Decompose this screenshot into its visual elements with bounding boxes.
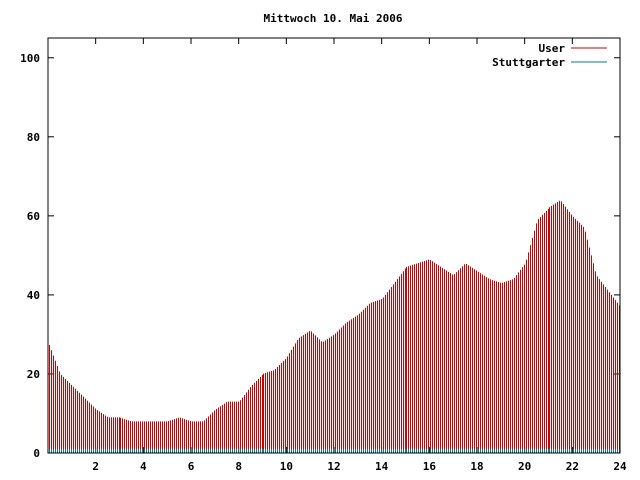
plot-frame [47, 37, 621, 454]
x-tick-label: 14 [375, 460, 389, 473]
x-tick-label: 4 [140, 460, 147, 473]
x-tick-label: 22 [566, 460, 579, 473]
y-axis-ticks: 0 20 40 60 80 100 [20, 52, 620, 460]
x-tick-label: 24 [613, 460, 627, 473]
y-tick-label: 60 [27, 210, 40, 223]
x-tick-label: 6 [188, 460, 195, 473]
y-tick-label: 40 [27, 289, 40, 302]
chart-title: Mittwoch 10. Mai 2006 [263, 12, 402, 25]
legend: User Stuttgarter [492, 42, 607, 69]
legend-label-stuttgarter: Stuttgarter [492, 56, 565, 69]
x-tick-label: 8 [235, 460, 242, 473]
x-tick-label: 2 [92, 460, 99, 473]
x-tick-label: 12 [327, 460, 340, 473]
x-tick-label: 16 [423, 460, 437, 473]
y-tick-label: 20 [27, 368, 40, 381]
y-tick-label: 0 [33, 447, 40, 460]
series-user-bars [49, 200, 620, 453]
x-tick-label: 20 [518, 460, 531, 473]
legend-label-user: User [539, 42, 566, 55]
y-tick-label: 80 [27, 131, 40, 144]
series-stuttgarter-bars [49, 449, 620, 453]
x-tick-label: 18 [470, 460, 483, 473]
y-tick-label: 100 [20, 52, 40, 65]
x-tick-label: 10 [280, 460, 293, 473]
